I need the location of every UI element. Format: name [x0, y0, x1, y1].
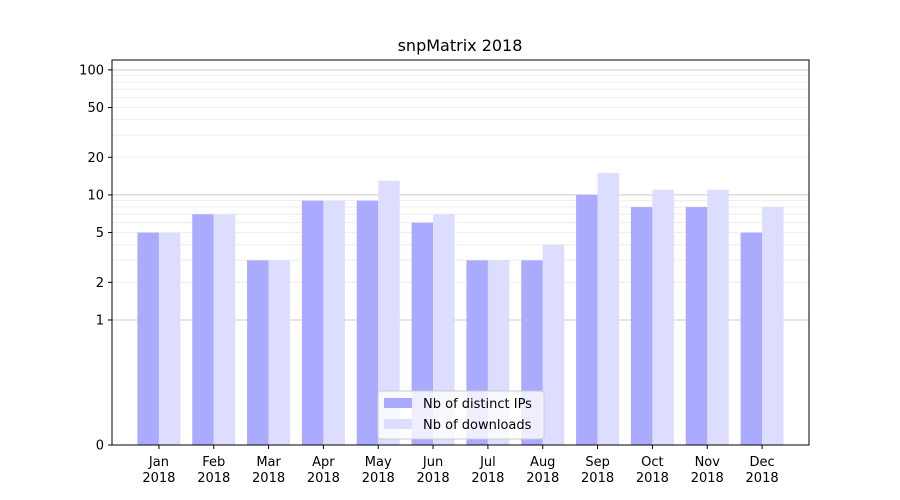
legend-box: [377, 390, 545, 440]
x-tick-label-year: 2018: [691, 471, 724, 486]
y-axis: 0 1 2 5 10 20 50 100: [79, 63, 112, 454]
legend-label-downloads: Nb of downloads: [423, 418, 532, 433]
x-tick-label-year: 2018: [526, 471, 559, 486]
bar-distinct-ips-nov: [685, 207, 708, 445]
x-tick-label-month: Nov: [695, 455, 721, 470]
bar-distinct-ips-apr: [301, 200, 324, 445]
x-tick-label-year: 2018: [197, 471, 230, 486]
axes-frame: [111, 59, 810, 446]
bar-downloads-sep: [597, 172, 620, 445]
bar-distinct-ips-dec: [740, 232, 763, 445]
bar-distinct-ips-may: [356, 200, 379, 445]
x-tick-label-month: Mar: [256, 455, 281, 470]
bar-downloads-jan: [158, 232, 181, 445]
x-tick-label-month: Feb: [202, 455, 225, 470]
x-tick-label-year: 2018: [636, 471, 669, 486]
legend: Nb of distinct IPs Nb of downloads: [377, 390, 545, 440]
y-tick-label: 20: [87, 151, 104, 166]
x-tick-label-year: 2018: [252, 471, 285, 486]
bar-downloads-may: [378, 180, 400, 445]
bar-distinct-ips-feb: [192, 214, 214, 445]
x-tick-label-month: Aug: [530, 455, 555, 470]
y-tick-label: 2: [96, 276, 104, 291]
y-tick-label: 10: [87, 188, 104, 203]
x-tick-label-month: Jan: [148, 455, 169, 470]
bar-downloads-nov: [707, 189, 729, 445]
x-tick-label-year: 2018: [581, 471, 614, 486]
bar-downloads-jun: [433, 214, 455, 445]
bar-distinct-ips-oct: [630, 207, 653, 445]
x-tick-label-month: Sep: [585, 455, 610, 470]
legend-swatch-downloads: [384, 419, 412, 429]
y-tick-label: 5: [96, 226, 104, 241]
legend-swatch-distinct-ips: [384, 398, 412, 408]
bar-downloads-mar: [268, 260, 291, 445]
y-tick-label: 0: [96, 439, 104, 454]
x-tick-label-year: 2018: [307, 471, 340, 486]
x-tick-label-month: Dec: [750, 455, 775, 470]
bar-downloads-oct: [652, 189, 674, 445]
x-tick-label-year: 2018: [142, 471, 175, 486]
chart-title: snpMatrix 2018: [398, 36, 523, 55]
y-tick-label: 1: [96, 313, 104, 328]
x-tick-label-year: 2018: [362, 471, 395, 486]
bar-distinct-ips-sep: [576, 194, 598, 445]
x-tick-label-month: Jul: [479, 455, 496, 470]
x-tick-label-year: 2018: [417, 471, 450, 486]
bar-downloads-apr: [323, 200, 345, 445]
bar-distinct-ips-mar: [247, 260, 269, 445]
bars: [137, 172, 784, 445]
bar-distinct-ips-jan: [137, 232, 159, 445]
bar-downloads-feb: [213, 214, 236, 445]
x-tick-label-month: May: [365, 455, 392, 470]
legend-label-distinct-ips: Nb of distinct IPs: [423, 397, 532, 412]
y-tick-label: 100: [79, 63, 104, 78]
bar-downloads-dec: [762, 207, 784, 445]
bar-downloads-aug: [542, 244, 565, 445]
bar-distinct-ips-jun: [411, 222, 434, 445]
x-tick-label-year: 2018: [471, 471, 504, 486]
x-axis: Jan2018Feb2018Mar2018Apr2018May2018Jun20…: [142, 445, 779, 486]
x-tick-label-month: Jun: [422, 455, 443, 470]
x-tick-label-year: 2018: [746, 471, 779, 486]
x-tick-label-month: Apr: [312, 455, 335, 470]
y-tick-label: 50: [87, 101, 104, 116]
x-tick-label-month: Oct: [641, 455, 663, 470]
